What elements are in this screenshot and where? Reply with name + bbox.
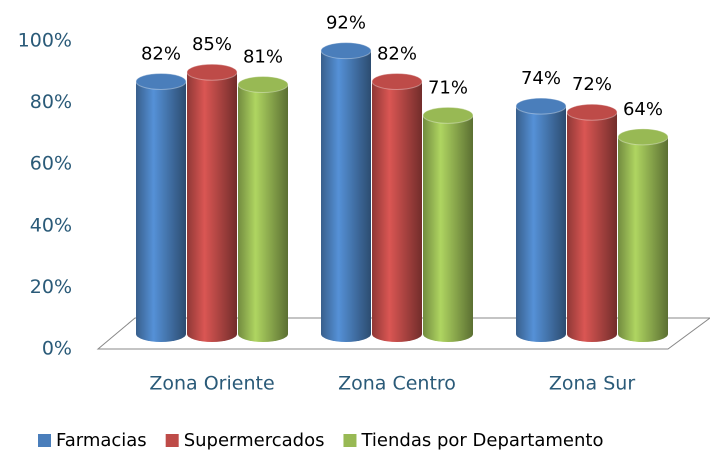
legend-swatch [38,434,51,447]
bar-top [422,106,474,124]
value-label: 92% [326,13,366,34]
y-tick-label: 20% [30,276,72,298]
bar-top [320,42,372,60]
bar-top [135,72,187,90]
bar-top [515,97,567,115]
bar [321,50,371,342]
value-label: 64% [623,99,663,120]
x-tick-label: Zona Centro [338,373,456,395]
value-label: 82% [141,43,181,64]
bar-top [237,76,289,94]
bar-top [371,72,423,90]
bar [567,112,617,343]
y-tick-label: 60% [30,153,72,175]
bar [372,81,422,342]
bar-top [617,128,669,146]
bar-top [566,103,618,121]
value-label: 85% [192,34,232,55]
value-label: 71% [428,77,468,98]
value-label: 82% [377,43,417,64]
y-tick-label: 80% [30,91,72,113]
bar [187,72,237,342]
value-label: 74% [521,68,561,89]
bar [136,81,186,342]
bar [423,115,473,342]
value-label: 81% [243,47,283,68]
legend-label: Supermercados [184,430,325,451]
bar [618,136,668,342]
bar [238,84,288,343]
legend-swatch [343,434,357,447]
legend-label: Tiendas por Departamento [360,430,603,451]
x-tick-label: Zona Sur [549,373,635,395]
x-tick-label: Zona Oriente [149,373,274,395]
y-tick-label: 40% [30,214,72,236]
legend-label: Farmacias [56,430,147,451]
y-tick-label: 0% [42,338,72,360]
bar-top [186,63,238,81]
value-label: 72% [572,74,612,95]
legend-swatch [165,434,179,447]
bar [516,106,566,342]
y-tick-label: 100% [18,30,72,52]
floor [96,317,710,350]
